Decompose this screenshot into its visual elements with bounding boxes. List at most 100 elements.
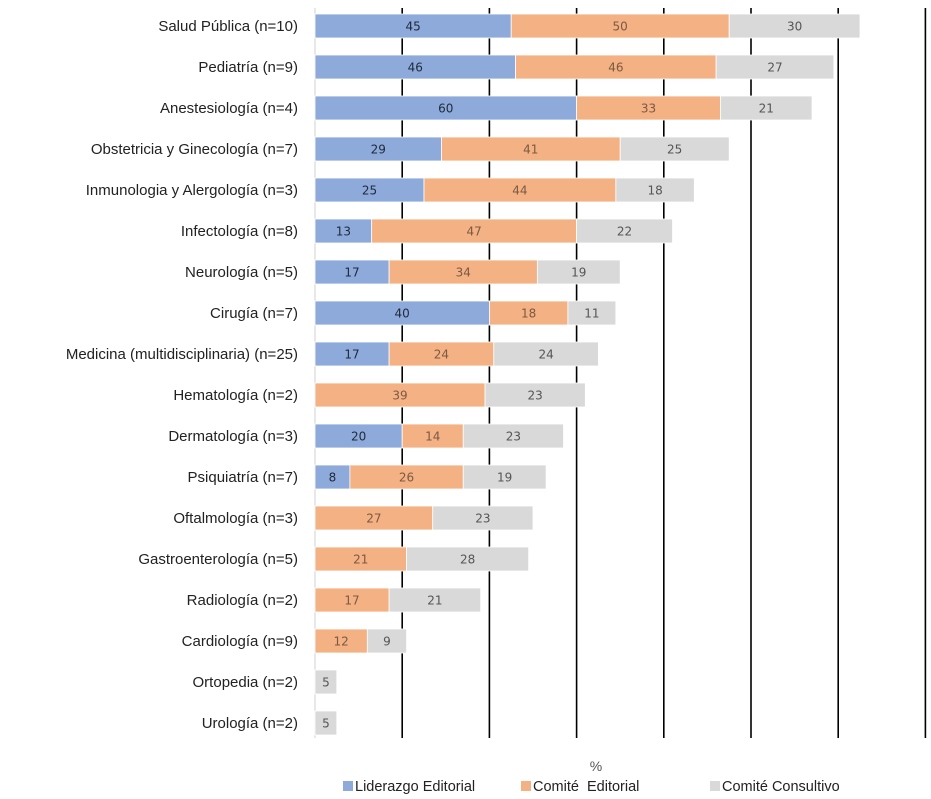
category-label: Anestesiología (n=4): [160, 100, 298, 117]
bar-segment: [715, 54, 835, 80]
data-label: 47: [466, 225, 481, 239]
data-label: 24: [434, 348, 449, 362]
bar-segment: [314, 669, 338, 695]
data-label: 25: [667, 143, 682, 157]
data-label: 19: [571, 266, 586, 280]
data-label: 23: [475, 512, 490, 526]
data-label: 22: [617, 225, 632, 239]
gridlines: [314, 8, 927, 738]
data-label: 46: [608, 61, 623, 75]
legend-swatch: [343, 781, 353, 791]
data-label: 34: [456, 266, 471, 280]
category-label: Ortopedia (n=2): [193, 674, 298, 691]
data-label: 11: [584, 307, 599, 321]
bar-segment: [401, 423, 464, 449]
bar-segment: [462, 464, 547, 490]
bar-segment: [388, 259, 538, 285]
bar-segment: [423, 177, 617, 203]
legend: Liderazgo Editorial Comité Editorial Comit…: [343, 779, 840, 795]
data-label: 23: [506, 430, 521, 444]
bar-segment: [441, 136, 621, 162]
bar-segment: [349, 464, 464, 490]
legend-swatch: [521, 781, 531, 791]
data-label: 5: [322, 676, 330, 690]
bar-segment: [314, 13, 512, 39]
data-label: 21: [353, 553, 368, 567]
category-label: Urología (n=2): [202, 715, 298, 732]
data-label: 45: [405, 20, 420, 34]
bar-segment: [567, 300, 617, 326]
bar-segment: [314, 423, 403, 449]
bar-segment: [314, 259, 390, 285]
category-label: Medicina (multidisciplinaria) (n=25): [66, 346, 298, 363]
data-label: 12: [334, 635, 349, 649]
data-label: 25: [362, 184, 377, 198]
data-label: 29: [371, 143, 386, 157]
category-label: Cirugía (n=7): [210, 305, 298, 322]
category-label: Cardiología (n=9): [182, 633, 298, 650]
legend-swatch: [710, 781, 720, 791]
data-label: 27: [767, 61, 782, 75]
category-label: Radiología (n=2): [187, 592, 298, 609]
data-label: 14: [425, 430, 440, 444]
data-label: 30: [787, 20, 802, 34]
bar-segment: [432, 505, 534, 531]
bar-segment: [493, 341, 599, 367]
bar-segment: [314, 587, 390, 613]
data-label: 19: [497, 471, 512, 485]
data-label: 60: [438, 102, 453, 116]
data-label: 17: [344, 348, 359, 362]
bar-segment: [619, 136, 730, 162]
bar-segment: [314, 710, 338, 736]
data-label: 18: [647, 184, 662, 198]
legend-entry: Comité Consultivo: [722, 779, 840, 795]
data-label: 13: [336, 225, 351, 239]
data-label: 50: [613, 20, 628, 34]
data-label: 17: [344, 594, 359, 608]
data-label: 21: [759, 102, 774, 116]
bar-segment: [314, 177, 425, 203]
data-label: 40: [395, 307, 410, 321]
data-label: 5: [322, 717, 330, 731]
bar-segment: [576, 218, 673, 244]
bars: 45 50 30 46 46 27 60 33 21 29 41 25 25 44 18 13 47 22 17 34…: [314, 13, 861, 736]
data-label: 24: [538, 348, 553, 362]
data-label: 20: [351, 430, 366, 444]
category-label: Pediatría (n=9): [198, 59, 298, 76]
category-label: Inmunologia y Alergología (n=3): [86, 182, 298, 199]
bar-segment: [314, 546, 407, 572]
category-label: Oftalmología (n=3): [173, 510, 298, 527]
category-label: Hematología (n=2): [173, 387, 298, 404]
bar-segment: [462, 423, 564, 449]
data-label: 33: [641, 102, 656, 116]
legend-entry: Liderazgo Editorial: [355, 779, 475, 795]
bar-segment: [484, 382, 586, 408]
bar-segment: [314, 382, 486, 408]
bar-segment: [314, 341, 390, 367]
bar-segment: [314, 218, 373, 244]
data-label: 28: [460, 553, 475, 567]
x-axis-label: %: [590, 758, 602, 774]
bar-segment: [406, 546, 530, 572]
bar-segment: [488, 300, 569, 326]
category-label: Psiquiatría (n=7): [188, 469, 298, 486]
data-label: 21: [427, 594, 442, 608]
category-labels: Salud Pública (n=10) Pediatría (n=9) Anest…: [66, 18, 298, 732]
bar-segment: [371, 218, 577, 244]
bar-segment: [728, 13, 861, 39]
bar-segment: [314, 628, 368, 654]
category-label: Infectología (n=8): [181, 223, 298, 240]
data-label: 8: [329, 471, 337, 485]
data-label: 39: [392, 389, 407, 403]
data-label: 18: [521, 307, 536, 321]
bar-segment: [314, 95, 578, 121]
bar-segment: [720, 95, 813, 121]
legend-entry: Comité Editorial: [533, 779, 639, 795]
data-label: 23: [528, 389, 543, 403]
data-label: 9: [383, 635, 391, 649]
data-label: 46: [408, 61, 423, 75]
data-label: 44: [512, 184, 527, 198]
bar-segment: [366, 628, 407, 654]
data-label: 41: [523, 143, 538, 157]
